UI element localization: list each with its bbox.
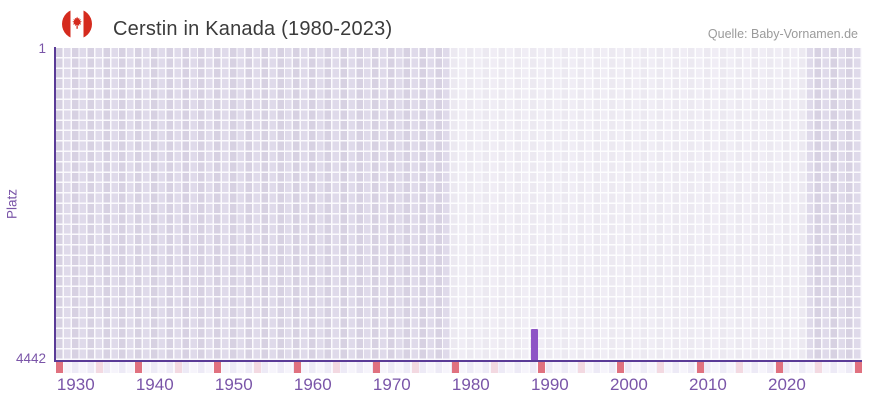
year-mark-red <box>293 362 301 373</box>
year-mark-red <box>854 362 862 373</box>
year-mark-pink <box>657 362 664 373</box>
y-tick-top: 1 <box>38 41 46 56</box>
rank-bar[interactable] <box>530 329 538 360</box>
year-mark-red <box>775 362 783 373</box>
year-marker-strip <box>56 362 862 373</box>
x-tick-label: 1970 <box>372 375 411 394</box>
x-tick-label: 2010 <box>688 375 727 394</box>
x-tick-label: 1990 <box>530 375 569 394</box>
year-mark-red <box>451 362 459 373</box>
x-tick-label: 2020 <box>768 375 806 394</box>
page-title: Cerstin in Kanada (1980-2023) <box>113 18 393 40</box>
year-mark-pink <box>254 362 261 373</box>
x-tick-labels: 1930 1940 1950 1960 1970 1980 1990 2000 2010 2020 <box>56 375 862 399</box>
x-tick-label: 1960 <box>293 375 332 394</box>
y-axis-line <box>54 47 56 362</box>
x-tick-label: 1950 <box>214 375 253 394</box>
y-axis-title: Platz <box>4 188 20 220</box>
year-mark-pink <box>174 362 182 373</box>
year-mark-red <box>372 362 380 373</box>
year-mark-pink <box>333 362 341 373</box>
x-tick-label: 1940 <box>135 375 174 394</box>
year-mark-red <box>56 362 64 373</box>
year-mark-red <box>617 362 625 373</box>
year-mark-pink <box>491 362 499 373</box>
year-mark-pink <box>95 362 103 373</box>
x-axis-line <box>54 360 862 362</box>
x-tick-label: 1980 <box>451 375 490 394</box>
year-mark-pink <box>412 362 420 373</box>
x-tick-label: 1930 <box>56 375 95 394</box>
y-tick-bottom: 4442 <box>15 351 46 366</box>
year-mark-pink <box>577 362 585 373</box>
year-mark-pink <box>815 362 823 373</box>
year-mark-red <box>538 362 546 373</box>
year-mark-red <box>696 362 704 373</box>
source-label: Quelle: Baby-Vornamen.de <box>707 27 858 41</box>
year-mark-red <box>214 362 222 373</box>
canada-flag-icon <box>62 9 92 39</box>
data-period-band <box>451 48 807 360</box>
plot-area <box>56 48 862 360</box>
year-mark-red <box>135 362 143 373</box>
x-tick-label: 2000 <box>609 375 648 394</box>
year-mark-pink <box>736 362 744 373</box>
